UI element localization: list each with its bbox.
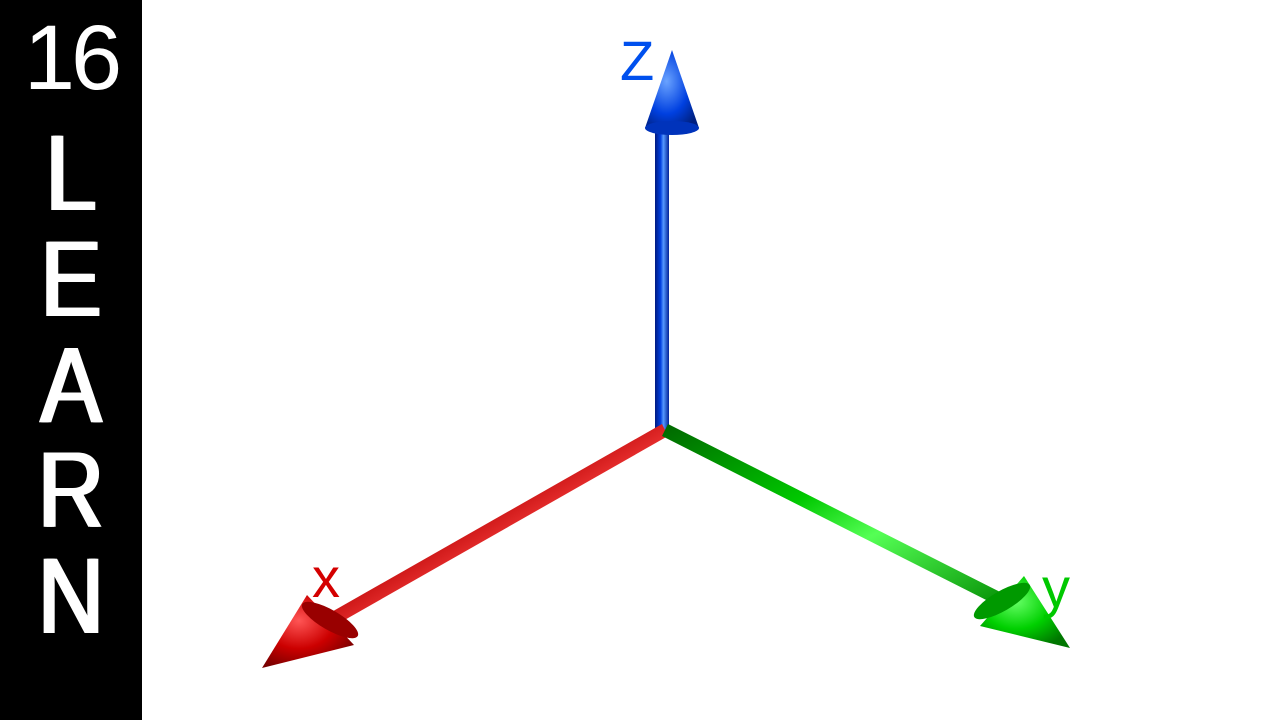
y-axis-shaft [662,424,1012,610]
learn-letter-3: R [38,437,104,543]
z-axis-arrow-base [645,121,699,135]
learn-word-box: L E A R N [6,120,136,716]
learn-letter-1: E [40,226,101,332]
y-axis [662,424,1070,648]
learn-letter-0: L [45,120,96,226]
learn-letter-4: N [38,543,104,649]
episode-number: 16 [24,6,118,111]
y-axis-label: y [1042,555,1070,620]
coordinate-diagram: Z x y [142,0,1280,720]
axes-svg [142,0,1280,720]
z-axis-shaft [655,120,669,432]
x-axis-shaft [321,424,668,630]
sidebar-panel: 16 L E A R N [0,0,142,720]
z-axis [645,50,699,432]
episode-number-box: 16 [0,0,142,116]
learn-letter-2: A [40,332,101,438]
x-axis-label: x [312,545,340,610]
z-axis-label: Z [620,28,654,93]
